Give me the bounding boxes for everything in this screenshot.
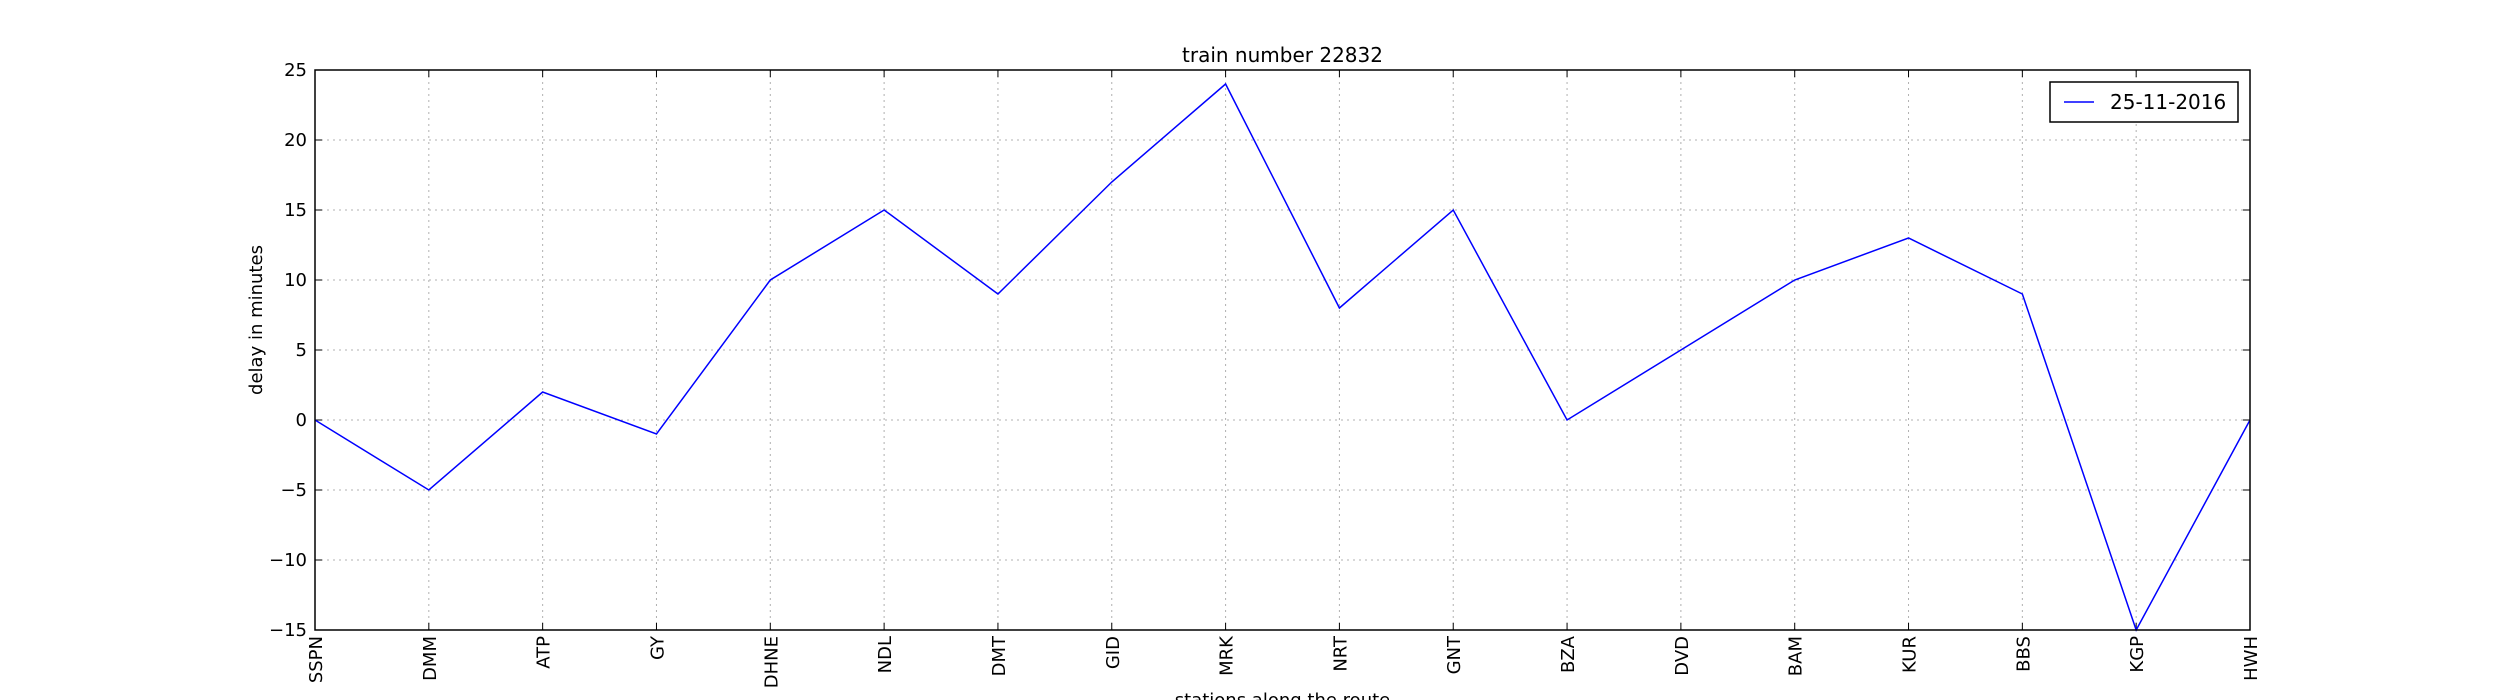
legend-label: 25-11-2016 [2110, 90, 2226, 114]
x-tick-label: KUR [1900, 636, 1921, 673]
x-tick-label: KGP [2127, 636, 2148, 673]
x-axis-title: stations along the route [1175, 690, 1390, 700]
x-tick-label: GID [1103, 636, 1124, 669]
y-axis-ticks: −15 −10 −5 0 5 10 15 20 25 [269, 60, 2250, 641]
chart-title: train number 22832 [1182, 43, 1383, 67]
y-tick-label: −10 [269, 550, 307, 571]
legend: 25-11-2016 [2049, 81, 2239, 123]
x-tick-label: DHNE [761, 636, 782, 688]
x-tick-label: BBS [2013, 636, 2034, 672]
x-tick-label: NRT [1330, 635, 1351, 672]
y-tick-label: 15 [284, 200, 307, 221]
plot-frame [314, 69, 2251, 631]
y-tick-label: 5 [296, 340, 307, 361]
x-tick-label: DMM [420, 636, 441, 681]
x-tick-label: DVD [1672, 636, 1693, 676]
x-tick-label: BAM [1786, 636, 1807, 676]
x-tick-label: NDL [875, 636, 896, 673]
x-tick-label: ATP [534, 636, 555, 669]
y-tick-label: 25 [284, 60, 307, 81]
y-axis-title: delay in minutes [246, 245, 267, 395]
y-tick-label: 0 [296, 410, 307, 431]
y-tick-label: 10 [284, 270, 307, 291]
x-tick-label: DMT [989, 635, 1010, 676]
series-layer [314, 82, 2251, 632]
y-tick-label: −15 [269, 620, 307, 641]
y-tick-label: −5 [280, 480, 307, 501]
x-tick-label: SSPN [306, 636, 327, 683]
grid [314, 69, 2251, 631]
x-tick-label: BZA [1558, 635, 1579, 673]
y-tick-label: 20 [284, 130, 307, 151]
x-tick-label: GNT [1444, 635, 1465, 674]
x-tick-label: MRK [1217, 635, 1238, 676]
series-line [314, 82, 2251, 632]
x-tick-label: GY [647, 635, 668, 660]
x-axis-ticks: SSPN DMM ATP GY DHNE NDL DMT GID MRK NRT GNT BZA DVD… [306, 70, 2262, 688]
x-tick-label: HWH [2241, 636, 2262, 681]
